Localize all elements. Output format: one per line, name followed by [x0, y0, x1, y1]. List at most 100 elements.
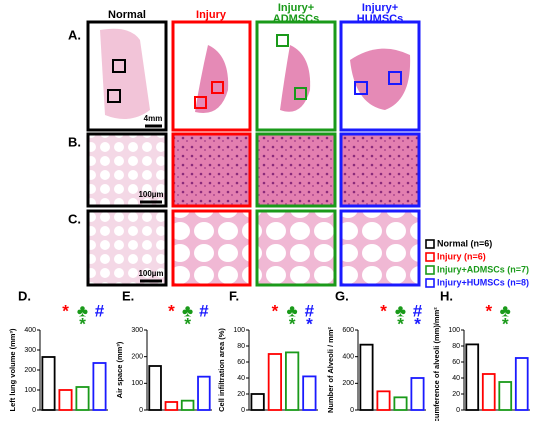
y-tick-label: 200 — [131, 354, 143, 361]
roi-box — [194, 96, 207, 109]
significance-mark: * — [184, 314, 191, 333]
column-header: Injury — [196, 9, 227, 21]
bar — [197, 375, 211, 411]
image-panel — [255, 209, 337, 287]
legend-swatch — [425, 239, 435, 249]
legend-swatch — [425, 265, 435, 275]
y-tick-label: 100 — [233, 327, 245, 334]
bar — [359, 343, 374, 411]
roi-box — [294, 87, 307, 100]
y-axis-label: Air space (mm³) — [115, 341, 124, 398]
y-tick-label: 20 — [452, 391, 460, 398]
y-tick-label: 200 — [342, 380, 354, 387]
roi-box — [354, 81, 368, 95]
y-axis-label: Left lung volume (mm³) — [8, 328, 17, 411]
column-header: Normal — [108, 9, 146, 21]
y-tick-label: 80 — [237, 343, 245, 350]
column-header: HUMSCs — [357, 13, 403, 25]
significance-mark: * — [502, 314, 509, 333]
significance-mark: ♣ — [500, 301, 511, 320]
bar — [92, 362, 107, 411]
image-panel — [86, 132, 168, 208]
bar — [75, 386, 90, 411]
panel-title: G. — [335, 288, 349, 303]
bar — [410, 377, 425, 411]
image-panel — [171, 209, 252, 287]
lung-image — [100, 28, 150, 119]
scale-bar-label: 100µm — [138, 269, 163, 278]
panel-title: E. — [122, 288, 134, 303]
lung-image — [280, 45, 311, 112]
panel-title: F. — [229, 288, 239, 303]
significance-mark: * — [168, 301, 175, 320]
row-label: B. — [68, 134, 81, 149]
y-tick-label: 80 — [452, 343, 460, 350]
legend-label: Injury (n=6) — [437, 251, 486, 261]
roi-box — [388, 71, 402, 85]
legend-swatch — [425, 252, 435, 262]
y-axis-label: Number of Alveoli / mm² — [326, 327, 335, 413]
y-tick-label: 100 — [24, 387, 36, 394]
significance-mark: * — [380, 301, 387, 320]
bar — [376, 390, 391, 411]
y-tick-label: 400 — [24, 327, 36, 334]
bar — [250, 393, 265, 411]
y-tick-label: 0 — [456, 407, 460, 414]
y-tick-label: 40 — [452, 375, 460, 382]
roi-box — [211, 81, 224, 94]
bar — [393, 396, 408, 411]
y-axis-label: Cell infiltration area (%) — [217, 328, 226, 412]
significance-mark: # — [413, 301, 423, 320]
y-tick-label: 400 — [342, 354, 354, 361]
bar — [302, 375, 317, 411]
column-header: Injury+ — [278, 2, 314, 14]
bar — [285, 351, 300, 411]
scale-bar-label: 100µm — [138, 190, 163, 199]
panel-title: H. — [440, 288, 453, 303]
significance-mark: * — [306, 314, 313, 333]
bar — [481, 373, 496, 411]
y-tick-label: 100 — [448, 327, 460, 334]
bar — [180, 399, 195, 411]
legend-label: Injury+HUMSCs (n=8) — [437, 277, 529, 287]
bar — [148, 365, 162, 411]
significance-mark: ♣ — [287, 301, 298, 320]
bar — [514, 357, 529, 411]
y-tick-label: 100 — [131, 380, 143, 387]
significance-mark: # — [199, 301, 209, 320]
roi-box — [107, 89, 121, 103]
y-tick-label: 0 — [350, 407, 354, 414]
y-tick-label: 0 — [32, 407, 36, 414]
panel-title: D. — [18, 288, 31, 303]
image-panel — [339, 132, 421, 208]
y-tick-label: 200 — [24, 367, 36, 374]
y-tick-label: 60 — [237, 359, 245, 366]
significance-mark: * — [397, 314, 404, 333]
bar — [267, 353, 282, 411]
significance-mark: * — [414, 314, 421, 333]
image-panel — [86, 209, 168, 287]
bar — [164, 401, 179, 411]
significance-mark: * — [79, 314, 86, 333]
row-label: A. — [68, 27, 81, 42]
bar — [58, 389, 73, 411]
image-panel — [255, 132, 337, 208]
significance-mark: # — [95, 301, 105, 320]
y-tick-label: 300 — [131, 327, 143, 334]
significance-mark: * — [62, 301, 69, 320]
roi-box — [276, 34, 289, 47]
y-tick-label: 60 — [452, 359, 460, 366]
row-label: C. — [68, 211, 81, 226]
y-axis-label: Circumference of alveoli (mm)/mm² — [432, 307, 441, 421]
bar — [465, 343, 480, 411]
legend-label: Normal (n=6) — [437, 238, 492, 248]
y-tick-label: 300 — [24, 347, 36, 354]
column-header: Injury+ — [362, 2, 398, 14]
significance-mark: * — [272, 301, 279, 320]
bar — [41, 356, 56, 411]
legend-swatch — [425, 278, 435, 288]
legend-label: Injury+ADMSCs (n=7) — [437, 264, 529, 274]
significance-mark: * — [485, 301, 492, 320]
significance-mark: ♣ — [395, 301, 406, 320]
y-tick-label: 600 — [342, 327, 354, 334]
